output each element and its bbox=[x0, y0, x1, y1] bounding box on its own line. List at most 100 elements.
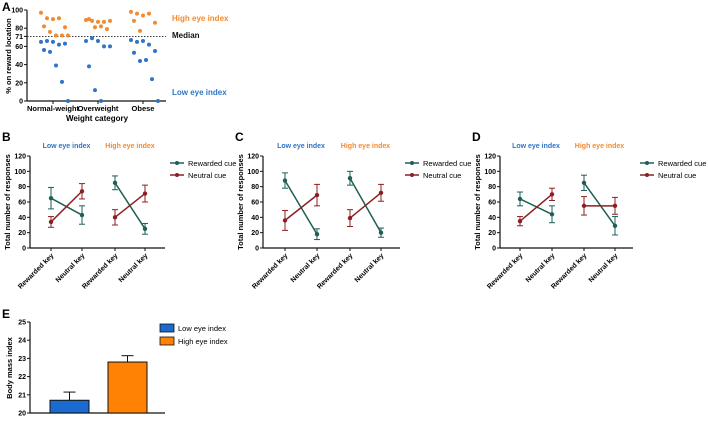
data-point bbox=[347, 176, 353, 181]
data-point bbox=[142, 191, 148, 196]
y-tick-label: 0 bbox=[19, 99, 23, 106]
y-tick-label: 20 bbox=[18, 230, 26, 237]
legend-marker bbox=[410, 161, 414, 165]
y-axis-label: Total number of responses bbox=[236, 154, 245, 250]
y-tick-label: 60 bbox=[488, 200, 496, 207]
y-tick-label: 40 bbox=[15, 62, 23, 69]
data-point bbox=[39, 39, 43, 44]
y-tick-label: 120 bbox=[14, 154, 26, 161]
x-tick-label: Rewarded key bbox=[550, 252, 588, 290]
x-tick-label: Neutral key bbox=[118, 252, 150, 284]
y-tick-label: 40 bbox=[488, 215, 496, 222]
data-point bbox=[48, 219, 54, 225]
panel-label-d: D bbox=[472, 130, 481, 144]
data-point bbox=[93, 25, 97, 30]
low-eye-index-annotation: Low eye index bbox=[172, 88, 227, 97]
y-tick-label: 20 bbox=[15, 80, 23, 87]
y-axis-label: Body mass index bbox=[5, 336, 14, 399]
data-point bbox=[142, 226, 148, 232]
x-tick-label: Normal-weight bbox=[27, 104, 80, 113]
data-point bbox=[99, 99, 103, 103]
y-tick-label: 24 bbox=[18, 338, 26, 345]
data-point bbox=[135, 11, 139, 16]
x-tick-label: Neutral key bbox=[55, 252, 87, 284]
data-point bbox=[60, 33, 64, 38]
y-axis-label: Total number of responses bbox=[473, 154, 482, 250]
panel-label-c: C bbox=[235, 130, 244, 144]
data-point bbox=[42, 48, 46, 53]
legend-label: Low eye index bbox=[178, 324, 226, 333]
y-tick-label: 22 bbox=[18, 374, 26, 381]
data-point bbox=[132, 50, 136, 55]
data-point bbox=[144, 58, 148, 63]
data-point bbox=[54, 33, 58, 38]
y-tick-label: 20 bbox=[251, 230, 259, 237]
legend-label: Rewarded cue bbox=[423, 159, 471, 168]
data-point bbox=[79, 212, 85, 218]
y-tick-label: 80 bbox=[251, 184, 259, 191]
data-point bbox=[66, 99, 70, 103]
panel-label-e: E bbox=[2, 307, 10, 321]
data-point bbox=[102, 19, 106, 24]
data-point bbox=[517, 218, 523, 224]
y-tick-label: 21 bbox=[18, 392, 26, 399]
x-tick-label: Rewarded key bbox=[486, 252, 524, 290]
data-point bbox=[90, 18, 94, 23]
data-point bbox=[147, 11, 151, 16]
y-tick-label: 100 bbox=[14, 169, 26, 176]
data-point bbox=[314, 192, 320, 198]
data-point bbox=[51, 39, 55, 44]
high-eye-index-annotation: High eye index bbox=[172, 14, 229, 23]
data-point bbox=[96, 19, 100, 24]
y-axis-label: Total number of responses bbox=[3, 154, 12, 250]
legend-label: High eye index bbox=[178, 337, 228, 346]
data-point bbox=[282, 178, 288, 183]
legend-label: Rewarded cue bbox=[188, 159, 236, 168]
data-point bbox=[48, 49, 52, 54]
data-point bbox=[57, 42, 61, 47]
data-point bbox=[96, 38, 100, 43]
x-tick-label: Neutral key bbox=[525, 252, 557, 284]
x-tick-label: Rewarded key bbox=[81, 252, 119, 290]
x-tick-label: Overweight bbox=[78, 104, 119, 113]
legend-label: Neutral cue bbox=[658, 171, 696, 180]
data-point bbox=[132, 18, 136, 23]
y-tick-label: 120 bbox=[247, 154, 259, 161]
data-point bbox=[79, 189, 85, 194]
data-point bbox=[63, 41, 67, 46]
data-point bbox=[282, 218, 288, 223]
data-point bbox=[314, 232, 320, 237]
data-point bbox=[378, 190, 384, 195]
data-point bbox=[84, 18, 88, 23]
data-point bbox=[66, 33, 70, 38]
y-tick-label: 0 bbox=[492, 246, 496, 253]
series-line bbox=[284, 194, 318, 221]
panel-label-b: B bbox=[2, 130, 11, 144]
data-point bbox=[108, 18, 112, 23]
data-point bbox=[153, 48, 157, 53]
group-label-high: High eye index bbox=[341, 143, 391, 150]
data-point bbox=[549, 192, 555, 197]
y-tick-label: 60 bbox=[18, 200, 26, 207]
legend-label: Neutral cue bbox=[188, 171, 226, 180]
y-tick-label: 20 bbox=[488, 230, 496, 237]
bar bbox=[49, 399, 90, 414]
x-tick-label: Rewarded key bbox=[316, 252, 354, 290]
data-point bbox=[42, 24, 46, 29]
y-tick-label: 80 bbox=[18, 184, 26, 191]
series-line bbox=[50, 190, 83, 223]
legend-label: Rewarded cue bbox=[658, 159, 706, 168]
x-tick-label: Rewarded key bbox=[251, 252, 289, 290]
data-point bbox=[87, 64, 91, 69]
data-point bbox=[112, 215, 118, 220]
legend-marker bbox=[175, 173, 179, 177]
series-line bbox=[519, 198, 553, 215]
legend-swatch bbox=[159, 323, 175, 333]
group-label-high: High eye index bbox=[575, 143, 625, 150]
data-point bbox=[105, 27, 109, 32]
series-line bbox=[583, 182, 616, 227]
